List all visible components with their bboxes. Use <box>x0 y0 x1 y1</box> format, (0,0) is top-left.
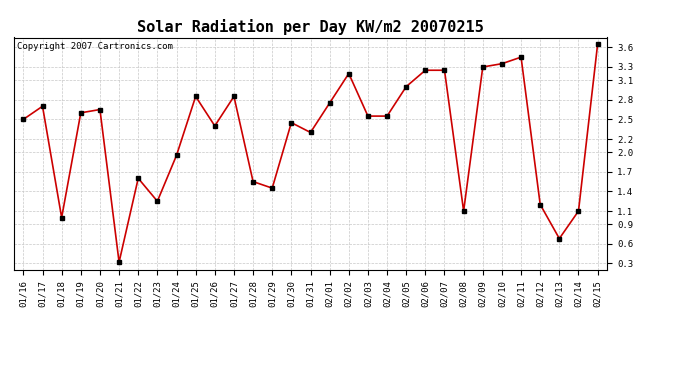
Text: Copyright 2007 Cartronics.com: Copyright 2007 Cartronics.com <box>17 42 172 51</box>
Title: Solar Radiation per Day KW/m2 20070215: Solar Radiation per Day KW/m2 20070215 <box>137 19 484 35</box>
